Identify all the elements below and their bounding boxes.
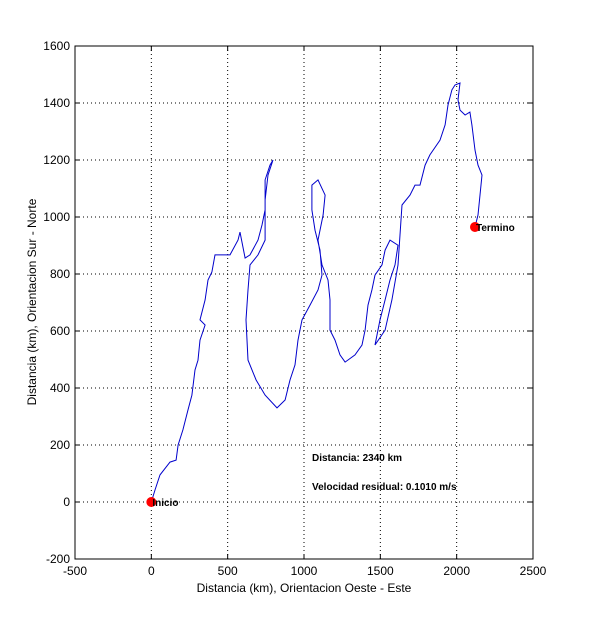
y-tick-label: 800 xyxy=(50,267,70,281)
y-tick-label: 200 xyxy=(50,438,70,452)
y-tick-label: 1400 xyxy=(43,96,70,110)
x-tick-label: 2000 xyxy=(443,564,470,578)
x-tick-label: 1500 xyxy=(367,564,394,578)
x-tick-label: 2500 xyxy=(520,564,547,578)
y-tick-label: 0 xyxy=(63,495,70,509)
y-tick-label: 1600 xyxy=(43,39,70,53)
trajectory-line xyxy=(150,82,483,503)
x-tick-label: -500 xyxy=(63,564,87,578)
point-label: Inicio xyxy=(152,498,178,509)
x-tick-label: 0 xyxy=(148,564,155,578)
y-axis-label: Distancia (km), Orientacion Sur - Norte xyxy=(25,198,39,405)
y-tick-label: 600 xyxy=(50,324,70,338)
plot-frame xyxy=(74,45,534,560)
point-label: Termino xyxy=(476,223,515,234)
x-axis-label: Distancia (km), Orientacion Oeste - Este xyxy=(197,581,412,595)
x-tick-label: 1000 xyxy=(291,564,318,578)
annotation: Distancia: 2340 km xyxy=(312,453,402,464)
annotation: Velocidad residual: 0.1010 m/s xyxy=(312,482,457,493)
y-tick-label: -200 xyxy=(46,552,70,566)
x-tick-label: 500 xyxy=(218,564,238,578)
y-tick-label: 1200 xyxy=(43,153,70,167)
y-tick-label: 400 xyxy=(50,381,70,395)
point-marker xyxy=(146,497,157,507)
y-tick-label: 1000 xyxy=(43,210,70,224)
point-marker xyxy=(469,221,480,232)
